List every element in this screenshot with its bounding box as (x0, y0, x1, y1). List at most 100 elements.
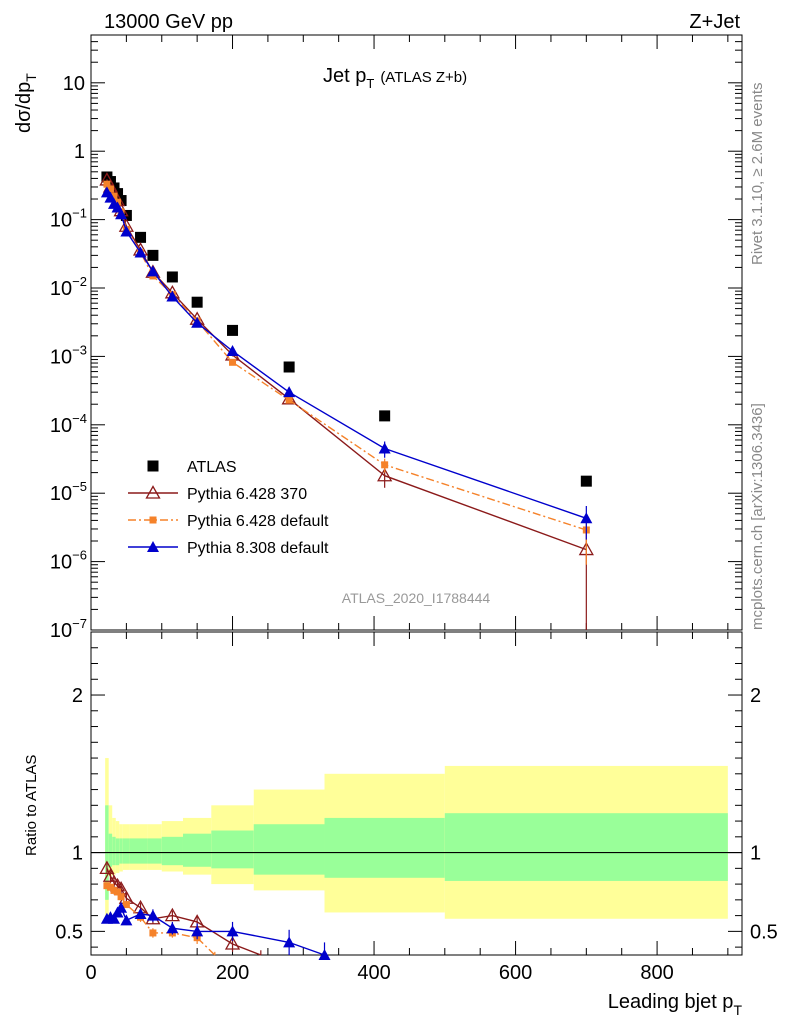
main-series-0-point (580, 475, 592, 487)
ratio-series-2-point (120, 914, 133, 926)
ratio-series-2-point (115, 901, 128, 913)
uncertainty-band-inner (444, 813, 728, 881)
ratio-series-2-point (146, 909, 159, 921)
x-tick-label: 200 (216, 962, 249, 984)
y-tick-label: 10−2 (50, 274, 87, 300)
ratio-frame (90, 631, 743, 956)
uncertainty-band-inner (129, 838, 148, 864)
main-series-3-point (378, 442, 391, 454)
main-series-0-point (227, 324, 239, 336)
y-tick-label: 10−3 (50, 342, 87, 368)
uncertainty-band-inner (182, 833, 212, 867)
ratio-y-label: Ratio to ATLAS (23, 755, 40, 856)
uncertainty-band-inner (119, 838, 123, 864)
main-series-0-point (379, 410, 391, 422)
x-tick-label: 400 (357, 962, 390, 984)
watermark: ATLAS_2020_I1788444 (342, 590, 491, 606)
main-series-0-point (166, 271, 178, 283)
uncertainty-band-inner (112, 836, 116, 866)
ratio-y-tick-label: 1 (72, 843, 83, 865)
main-series-3-point (120, 225, 133, 237)
ratio-series-2-point (107, 912, 120, 924)
ratio-series-0-point (224, 936, 241, 950)
y-tick-label: 1 (74, 141, 85, 163)
main-series-2-point (229, 358, 237, 366)
ratio-series-1-point (117, 893, 125, 901)
ratio-y-tick-label-right: 0.5 (750, 921, 778, 943)
main-series-3-line (106, 192, 587, 519)
main-series-2-point (381, 461, 389, 469)
mcplots-label: mcplots.cern.ch [arXiv:1306.3436] (749, 403, 766, 630)
y-tick-label: 10−5 (50, 479, 87, 505)
ratio-y-tick-label: 0.5 (55, 921, 83, 943)
y-tick-label: 10−4 (50, 411, 87, 437)
main-series-2-point (106, 185, 114, 193)
main-series-0-point (191, 296, 203, 308)
main-series-1-line (106, 179, 587, 551)
ratio-series-1-point (114, 888, 122, 896)
main-series-2-point (285, 396, 293, 404)
main-series-2-line (106, 183, 587, 531)
uncertainty-band-inner (211, 830, 254, 869)
y-tick-label: 10−1 (50, 206, 87, 232)
uncertainty-band-inner (253, 824, 325, 875)
uncertainty-band-inner (108, 833, 113, 867)
x-tick-label: 0 (85, 962, 96, 984)
legend-label-1: Pythia 6.428 370 (187, 486, 307, 503)
main-series-3-point (226, 344, 239, 356)
y-tick-label: 10 (63, 73, 85, 95)
ratio-series-1-point (110, 886, 118, 894)
ratio-series-1-point (149, 929, 157, 937)
legend-marker-2 (149, 516, 157, 524)
legend: ATLAS Pythia 6.428 370 Pythia 6.428 defaul… (128, 459, 329, 557)
ratio-panel: 0.5 0.5 1 1 2 2 0 200 400 600 800 (55, 631, 778, 984)
ratio-series-0-point (164, 907, 180, 922)
main-series-0-point (135, 231, 147, 243)
ratio-series-2-point (166, 922, 179, 934)
main-series-3-point (166, 290, 179, 302)
x-tick-label: 600 (499, 962, 532, 984)
ratio-series-2-point (283, 936, 296, 948)
legend-marker-0 (147, 460, 159, 472)
ratio-series-2-point (318, 949, 331, 960)
uncertainty-band-inner (161, 836, 183, 866)
main-series-2-point (103, 180, 111, 188)
uncertainty-band-inner (115, 838, 120, 866)
main-series-3-point (191, 316, 204, 328)
uncertainty-band-inner (147, 838, 162, 864)
legend-label-3: Pythia 8.308 default (187, 540, 329, 557)
x-axis-label: Leading bjet pT (608, 991, 743, 1018)
ratio-series-1-point (122, 901, 130, 909)
x-tick-label: 800 (640, 962, 673, 984)
y-tick-label: 10−6 (50, 548, 87, 574)
main-series-3-point (580, 512, 593, 524)
process-label: Z+Jet (689, 11, 740, 33)
ratio-series-1-point (106, 883, 114, 891)
main-panel: 10 1 10−1 10−2 10−3 10−4 10−5 10−6 10−7 (50, 34, 743, 642)
ratio-y-tick-label-right: 2 (750, 685, 761, 707)
main-series-3-point (134, 246, 147, 258)
main-y-label: dσ/dpT (13, 73, 39, 133)
ratio-y-tick-label-right: 1 (750, 843, 761, 865)
ratio-series-0-point (99, 860, 115, 874)
ratio-series-2-point (134, 908, 147, 920)
plot-title: Jet pT (ATLAS Z+b) (323, 65, 467, 91)
main-series-3-point (115, 208, 128, 220)
legend-label-2: Pythia 6.428 default (187, 513, 329, 530)
main-series-3-point (283, 386, 296, 398)
legend-marker-3 (147, 541, 159, 552)
main-series-1-point (377, 467, 393, 482)
ratio-series-2-point (226, 925, 239, 937)
main-series-2-point (110, 192, 118, 200)
uncertainty-band-inner (324, 817, 445, 878)
y-tick-label: 10−7 (50, 616, 87, 642)
ratio-series-2-point (191, 925, 204, 937)
ratio-series-1-point (103, 882, 111, 890)
energy-label: 13000 GeV pp (104, 11, 233, 33)
uncertainty-band-inner (122, 838, 130, 864)
rivet-label: Rivet 3.1.10, ≥ 2.6M events (749, 83, 766, 266)
legend-label-0: ATLAS (187, 459, 237, 476)
ratio-y-tick-label: 2 (72, 685, 83, 707)
main-series-0-point (283, 361, 295, 373)
